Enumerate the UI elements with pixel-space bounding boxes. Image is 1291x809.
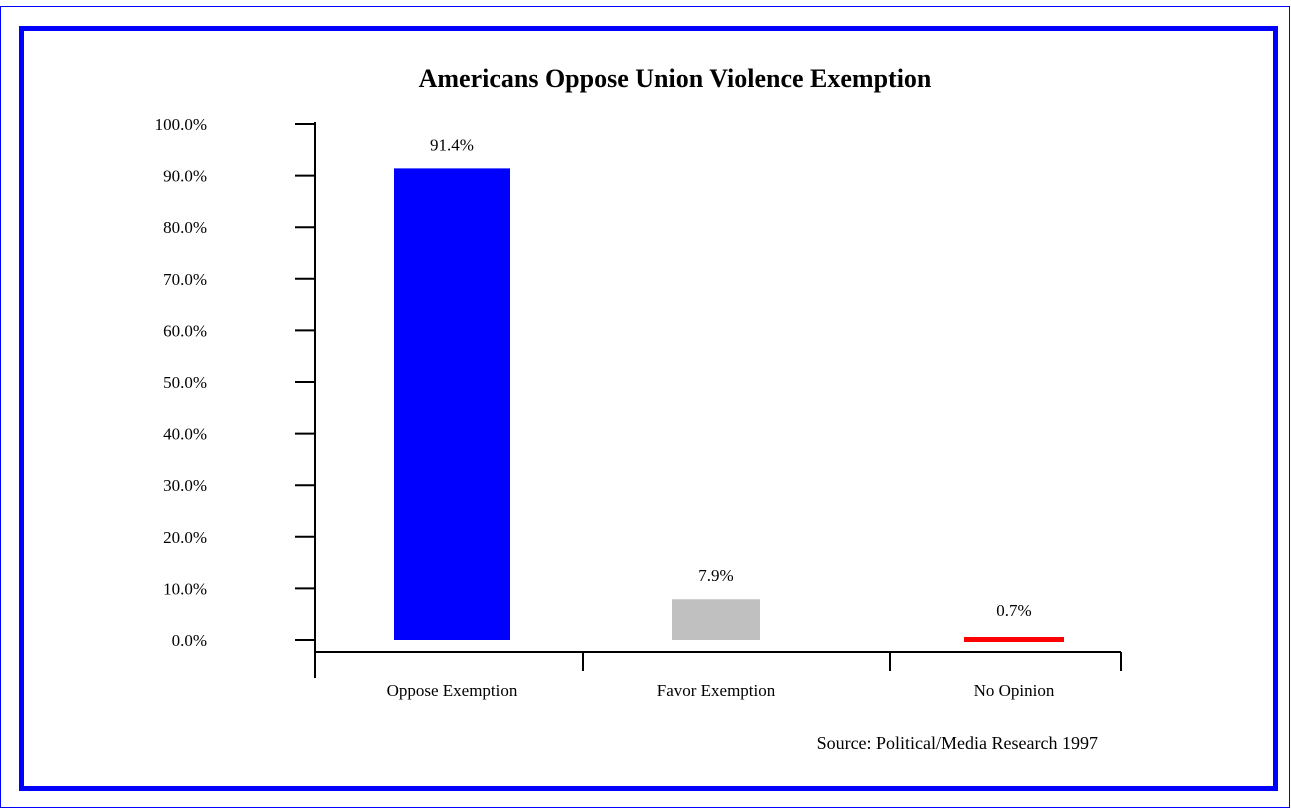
value-label: 0.7% (996, 601, 1031, 620)
y-tick-label: 60.0% (163, 321, 207, 340)
y-tick-label: 70.0% (163, 270, 207, 289)
bar-favor-exemption (672, 599, 760, 640)
y-tick-label: 50.0% (163, 373, 207, 392)
y-tick-label: 100.0% (155, 115, 207, 134)
bar-oppose-exemption (394, 168, 510, 640)
y-tick-label: 0.0% (172, 631, 207, 650)
y-tick-label: 40.0% (163, 425, 207, 444)
chart-title: Americans Oppose Union Violence Exemptio… (419, 64, 932, 93)
x-axis-ticks (582, 652, 1122, 671)
bar-no-opinion (964, 637, 1064, 642)
value-label: 91.4% (430, 135, 474, 154)
y-tick-label: 30.0% (163, 476, 207, 495)
y-tick-label: 20.0% (163, 528, 207, 547)
y-axis-ticks: 0.0% 10.0% 20.0% 30.0% 40.0% 50.0% 60.0% 70.0% 8… (155, 115, 315, 650)
value-labels-group: 91.4% 7.9% 0.7% (430, 135, 1032, 620)
category-label: Oppose Exemption (387, 681, 518, 700)
outer-frame (0, 6, 1290, 808)
y-tick-label: 90.0% (163, 167, 207, 186)
bars-group (394, 168, 1064, 642)
source-note: Source: Political/Media Research 1997 (817, 733, 1098, 753)
chart-frame (19, 26, 1278, 791)
category-labels-group: Oppose Exemption Favor Exemption No Opinio… (387, 681, 1055, 700)
y-tick-label: 80.0% (163, 218, 207, 237)
y-tick-label: 10.0% (163, 579, 207, 598)
category-label: No Opinion (974, 681, 1055, 700)
value-label: 7.9% (698, 566, 733, 585)
category-label: Favor Exemption (657, 681, 776, 700)
